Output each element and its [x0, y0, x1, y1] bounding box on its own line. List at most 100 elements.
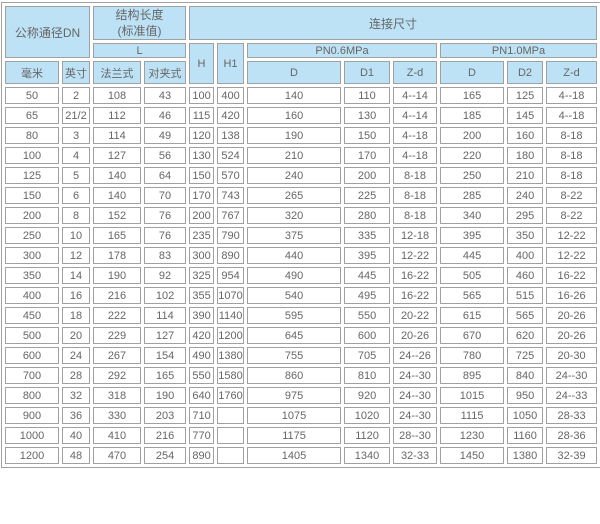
table-cell: 295 — [507, 207, 544, 224]
header-pn06-D: D — [247, 61, 342, 84]
table-cell: 190 — [93, 267, 141, 284]
table-cell: 200 — [344, 167, 391, 184]
table-cell: 800 — [5, 387, 59, 404]
table-cell: 240 — [247, 167, 342, 184]
table-cell: 540 — [247, 287, 342, 304]
table-cell: 4--18 — [546, 87, 598, 104]
table-cell: 1160 — [507, 427, 544, 444]
table-cell: 1175 — [247, 427, 342, 444]
table-cell: 1200 — [5, 447, 59, 464]
table-cell: 170 — [344, 147, 391, 164]
table-cell: 216 — [93, 287, 141, 304]
table-cell: 150 — [344, 127, 391, 144]
table-cell: 335 — [344, 227, 391, 244]
table-cell: 140 — [247, 87, 342, 104]
header-L: L — [93, 43, 187, 58]
table-cell: 725 — [507, 347, 544, 364]
table-cell: 550 — [344, 307, 391, 324]
table-cell: 24--30 — [546, 367, 598, 384]
table-cell: 565 — [440, 287, 505, 304]
table-cell: 8-22 — [546, 207, 598, 224]
table-cell: 267 — [93, 347, 141, 364]
table-cell: 20-26 — [393, 327, 438, 344]
table-row: 200 8 152 76 200 767 320 280 8-18 340 295 8-22 — [5, 207, 598, 224]
table-cell: 495 — [344, 287, 391, 304]
table-cell: 810 — [344, 367, 391, 384]
table-cell: 770 — [189, 427, 215, 444]
table-row: 500 20 229 127 420 1200 645 600 20-26 670 620 20-26 — [5, 327, 598, 344]
header-structure-length: 结构长度 (标准值) — [93, 6, 187, 40]
table-cell: 790 — [217, 227, 245, 244]
table-cell: 64 — [144, 167, 187, 184]
table-cell: 127 — [93, 147, 141, 164]
table-cell: 235 — [189, 227, 215, 244]
table-cell: 203 — [144, 407, 187, 424]
table-cell: 1380 — [507, 447, 544, 464]
table-cell: 48 — [62, 447, 90, 464]
table-cell: 250 — [5, 227, 59, 244]
table-cell: 1140 — [217, 307, 245, 324]
table-cell: 24--26 — [393, 347, 438, 364]
table-cell: 140 — [93, 167, 141, 184]
header-pn10-D2: D2 — [507, 61, 544, 84]
header-row-1: 公称通径DN 结构长度 (标准值) 连接尺寸 — [5, 6, 598, 58]
table-cell: 130 — [189, 147, 215, 164]
table-cell: 620 — [507, 327, 544, 344]
table-row: 900 36 330 203 710 1075 1020 24--30 1115 1050 28-3… — [5, 407, 598, 424]
table-cell: 50 — [5, 87, 59, 104]
header-pn06: PN0.6MPa — [247, 43, 438, 58]
table-cell: 20-22 — [393, 307, 438, 324]
table-row: 250 10 165 76 235 790 375 335 12-18 395 350 12-22 — [5, 227, 598, 244]
table-cell: 890 — [217, 247, 245, 264]
table-cell: 92 — [144, 267, 187, 284]
table-cell: 12-22 — [393, 247, 438, 264]
header-pn10: PN1.0MPa — [440, 43, 598, 58]
table-cell: 16-22 — [546, 267, 598, 284]
table-row: 700 28 292 165 550 1580 860 810 24--30 895 840 24--… — [5, 367, 598, 384]
header-row-2: L H H1 PN0.6MPa PN1.0MPa — [5, 43, 598, 84]
table-cell: 76 — [144, 227, 187, 244]
table-row: 150 6 140 70 170 743 265 225 8-18 285 240 8-22 — [5, 187, 598, 204]
table-cell: 292 — [93, 367, 141, 384]
table-cell: 154 — [144, 347, 187, 364]
header-connection: 连接尺寸 — [189, 6, 598, 40]
table-cell: 8-18 — [546, 167, 598, 184]
table-cell: 6 — [62, 187, 90, 204]
table-cell: 2 — [62, 87, 90, 104]
table-cell: 222 — [93, 307, 141, 324]
table-cell: 705 — [344, 347, 391, 364]
table-cell: 43 — [144, 87, 187, 104]
header-structure-length-line2: (标准值) — [117, 24, 162, 38]
table-cell: 395 — [440, 227, 505, 244]
table-cell: 670 — [440, 327, 505, 344]
table-cell: 28 — [62, 367, 90, 384]
table-cell: 4--14 — [393, 107, 438, 124]
table-row: 300 12 178 83 300 890 440 395 12-22 445 400 12-22 — [5, 247, 598, 264]
table-cell: 400 — [507, 247, 544, 264]
table-cell: 300 — [5, 247, 59, 264]
table-cell: 40 — [62, 427, 90, 444]
table-cell: 70 — [144, 187, 187, 204]
table-cell: 1580 — [217, 367, 245, 384]
table-cell: 285 — [440, 187, 505, 204]
table-row: 450 18 222 114 390 1140 595 550 20-22 615 565 20-26 — [5, 307, 598, 324]
table-cell: 254 — [144, 447, 187, 464]
table-cell: 152 — [93, 207, 141, 224]
table-cell: 330 — [93, 407, 141, 424]
table-cell: 8-18 — [393, 167, 438, 184]
table-cell: 390 — [189, 307, 215, 324]
table-cell: 490 — [189, 347, 215, 364]
table-cell: 125 — [507, 87, 544, 104]
table-cell: 550 — [189, 367, 215, 384]
table-row: 350 14 190 92 325 954 490 445 16-22 505 460 16-22 — [5, 267, 598, 284]
table-cell: 20 — [62, 327, 90, 344]
table-cell: 515 — [507, 287, 544, 304]
table-cell: 190 — [247, 127, 342, 144]
table-cell: 890 — [189, 447, 215, 464]
table-cell: 160 — [247, 107, 342, 124]
header-pn10-D: D — [440, 61, 505, 84]
table-cell: 24--33 — [546, 387, 598, 404]
table-cell: 645 — [247, 327, 342, 344]
table-cell: 1380 — [217, 347, 245, 364]
table-cell: 920 — [344, 387, 391, 404]
